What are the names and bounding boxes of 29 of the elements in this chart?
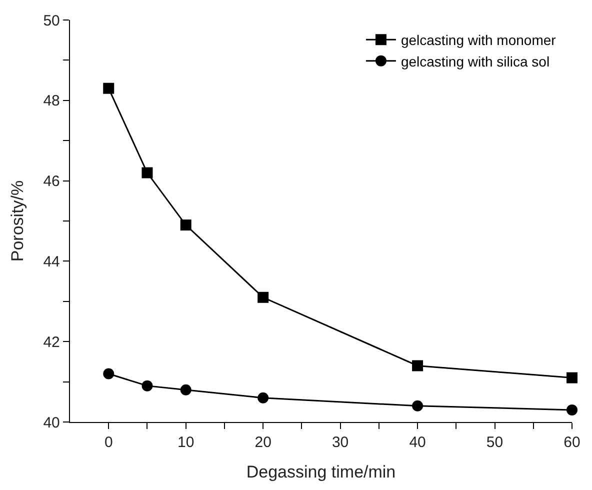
point [180, 384, 192, 396]
y-tick-label: 46 [43, 173, 60, 190]
point [566, 372, 578, 384]
legend-label: gelcasting with silica sol [400, 53, 550, 70]
point [142, 167, 153, 178]
legend-label: gelcasting with monomer [400, 32, 556, 48]
y-tick-label: 42 [43, 334, 60, 351]
point [103, 368, 114, 380]
x-tick-label: 50 [486, 434, 504, 452]
point [180, 220, 192, 231]
x-tick-label: 30 [332, 434, 349, 452]
x-tick-label: 0 [104, 434, 113, 452]
x-axis-title: Degassing time/min [246, 462, 396, 482]
x-tick-label: 40 [409, 434, 426, 452]
point [103, 82, 114, 94]
x-tick-label: 60 [564, 434, 580, 452]
y-tick-label: 48 [43, 92, 60, 110]
point [142, 380, 153, 392]
point [566, 404, 578, 416]
y-tick-label: 44 [43, 253, 60, 270]
point [258, 292, 269, 303]
y-tick-label: 40 [43, 414, 60, 432]
point [258, 392, 269, 404]
x-tick-label: 20 [254, 434, 272, 452]
point [412, 360, 424, 372]
x-tick-label: 10 [178, 434, 194, 452]
point [412, 400, 424, 412]
y-axis-title: Porosity/% [8, 180, 27, 262]
y-tick-label: 50 [43, 12, 60, 30]
